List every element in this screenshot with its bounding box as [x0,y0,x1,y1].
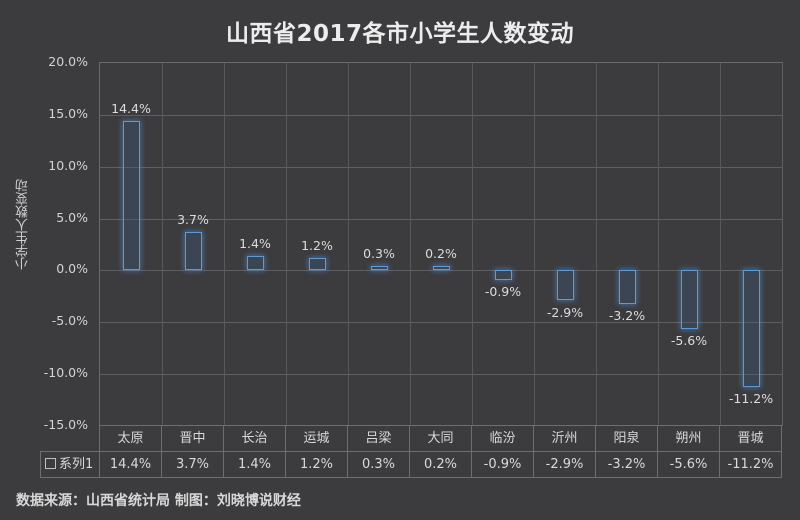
table-value-cell: -11.2% [719,451,782,478]
data-table: 系列1 太原 14.4% 晋中 3.7% 长治 1.4% 运城 1.2% 吕梁 0.3% 大同 0.2… [40,425,782,478]
v-gridline [410,63,411,426]
chart-title: 山西省2017各市小学生人数变动 [225,21,574,47]
v-gridline [162,63,163,426]
y-tick-label: 10.0% [48,157,88,173]
y-tick-label: -10.0% [43,365,88,381]
data-label: -5.6% [670,332,708,348]
bar-沂州 [556,270,574,301]
v-gridline [348,63,349,426]
table-value-cell: -0.9% [471,451,534,478]
bar-晋城 [742,270,760,387]
h-gridline [100,166,782,168]
table-header-cell: 阳泉 [595,425,658,452]
data-label: 1.2% [301,237,333,253]
data-label: 14.4% [111,101,151,117]
h-gridline [100,374,782,376]
table-header-cell: 临汾 [471,425,534,452]
bar-临汾 [494,270,512,280]
table-header-cell: 太原 [99,425,162,452]
table-header-cell: 晋城 [719,425,782,452]
table-value-cell: 0.2% [409,451,472,478]
data-label: 1.4% [239,235,271,251]
y-tick-label: 0.0% [56,261,88,277]
data-label: -3.2% [608,307,646,323]
v-gridline [658,63,659,426]
bar-朔州 [680,270,698,329]
h-gridline [100,322,782,324]
v-gridline [472,63,473,426]
table-value-cell: -5.6% [657,451,720,478]
h-gridline [100,114,782,116]
h-gridline [100,218,782,220]
h-gridline [100,270,782,272]
table-header-cell: 大同 [409,425,472,452]
y-tick-label: 5.0% [56,209,88,225]
v-gridline [534,63,535,426]
legend-swatch-icon [45,458,56,469]
table-header-cell: 晋中 [161,425,224,452]
table-header-cell: 朔州 [657,425,720,452]
table-value-cell: 1.2% [285,451,348,478]
table-header-cell: 沂州 [533,425,596,452]
y-tick-label: 15.0% [48,105,88,121]
bar-长治 [246,255,264,271]
y-tick-label: 20.0% [48,54,88,69]
v-gridline [720,63,721,426]
data-label: -2.9% [546,304,584,320]
y-tick-label: -15.0% [43,417,88,432]
table-header-cell: 吕梁 [347,425,410,452]
bar-晋中 [184,232,202,271]
bar-阳泉 [618,270,636,304]
data-label: -0.9% [484,283,522,299]
source-note: 数据来源：山西省统计局 制图：刘晓博说财经 [16,493,301,509]
bar-大同 [432,266,450,271]
data-label: -11.2% [728,390,774,406]
y-tick-label: -5.0% [51,313,88,329]
v-gridline [596,63,597,426]
table-value-cell: -3.2% [595,451,658,478]
table-value-cell: 14.4% [99,451,162,478]
legend-label: 系列1 [59,457,94,472]
data-label: 0.3% [363,246,395,262]
table-value-cell: 1.4% [223,451,286,478]
legend-series: 系列1 [40,451,100,478]
data-label: 3.7% [177,212,209,228]
v-gridline [286,63,287,426]
table-header-cell: 运城 [285,425,348,452]
bar-吕梁 [370,266,388,271]
v-gridline [224,63,225,426]
bar-运城 [308,257,326,271]
table-value-cell: -2.9% [533,451,596,478]
data-label: 0.2% [425,246,457,262]
table-value-cell: 3.7% [161,451,224,478]
table-header-cell: 长治 [223,425,286,452]
bar-太原 [122,121,140,271]
table-value-cell: 0.3% [347,451,410,478]
plot-area: 14.4% 3.7% 1.4% 1.2% 0.3% 0.2% -0.9% -2.9% -3.2%… [99,62,783,426]
